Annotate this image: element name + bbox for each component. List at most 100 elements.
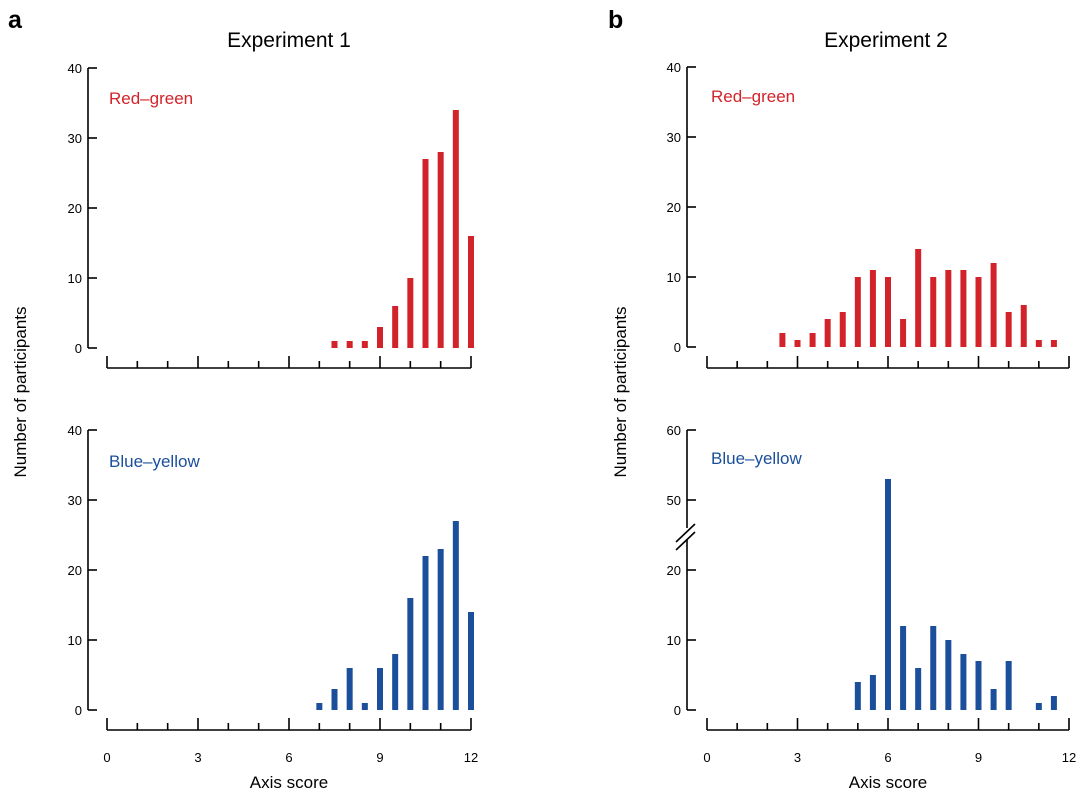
series-label: Red–green	[109, 89, 193, 108]
bar	[346, 668, 353, 710]
bar	[392, 306, 399, 348]
bar	[1020, 305, 1027, 347]
y-tick-label: 30	[68, 493, 82, 508]
bar	[1050, 340, 1057, 347]
bar	[437, 549, 444, 710]
bar	[975, 661, 982, 710]
panel-letter-a: a	[8, 6, 23, 34]
experiment-1-title: Experiment 1	[227, 29, 351, 52]
series-label: Blue–yellow	[711, 449, 802, 468]
bar	[809, 333, 816, 347]
x-axis-title: Axis score	[250, 773, 328, 792]
bar	[794, 340, 801, 347]
y-tick-label: 30	[68, 131, 82, 146]
bar	[331, 689, 338, 710]
y-tick-label: 0	[674, 340, 681, 355]
y-axis-title-a: Number of participants	[11, 306, 30, 477]
bar	[407, 278, 414, 348]
bar	[945, 640, 952, 710]
y-tick-label: 10	[68, 271, 82, 286]
y-tick-label: 0	[75, 703, 82, 718]
bar	[975, 277, 982, 347]
bar	[885, 479, 891, 710]
bar	[869, 675, 876, 710]
bar	[392, 654, 399, 710]
bar	[990, 689, 997, 710]
series-label: Blue–yellow	[109, 452, 200, 471]
y-tick-label: 40	[68, 423, 82, 438]
bar	[779, 333, 786, 347]
x-axis-title: Axis score	[849, 773, 927, 792]
series-label: Red–green	[711, 87, 795, 106]
bar	[361, 703, 368, 710]
bar	[361, 341, 368, 348]
bar	[885, 277, 891, 347]
y-axis-title-b: Number of participants	[611, 306, 630, 477]
bar	[915, 249, 922, 347]
bar	[468, 236, 474, 348]
y-tick-label: 10	[667, 270, 681, 285]
y-tick-label: 0	[75, 341, 82, 356]
bar	[1005, 661, 1012, 710]
bar	[945, 270, 952, 347]
x-tick-label: 6	[884, 750, 891, 765]
bar	[1005, 312, 1012, 347]
y-tick-label: 20	[68, 563, 82, 578]
x-tick-label: 0	[703, 750, 710, 765]
bar	[900, 626, 907, 710]
bar	[437, 152, 444, 348]
bar	[854, 682, 861, 710]
x-tick-label: 9	[975, 750, 982, 765]
bar	[960, 270, 967, 347]
y-tick-label: 0	[674, 703, 681, 718]
bar	[422, 159, 429, 348]
bar	[869, 270, 876, 347]
axis-break-mark	[675, 523, 696, 543]
bar	[468, 612, 474, 710]
bar	[930, 277, 937, 347]
chart-exp2-blue-yellow: 0 10 20 50 60 0 3 6 9 12 Axis score Blue–yellow	[667, 423, 1077, 792]
y-tick-label: 20	[68, 201, 82, 216]
y-tick-label: 50	[667, 493, 681, 508]
chart-exp2-red-green: 0 10 20 30 40 Red–green	[667, 60, 1070, 369]
y-tick-label: 30	[667, 130, 681, 145]
y-tick-label: 10	[68, 633, 82, 648]
bar	[990, 263, 997, 347]
experiment-2-title: Experiment 2	[824, 29, 948, 52]
x-tick-label: 12	[464, 750, 478, 765]
bar	[824, 319, 831, 347]
bar	[377, 668, 383, 710]
y-tick-label: 60	[667, 423, 681, 438]
bar	[422, 556, 429, 710]
bar	[407, 598, 414, 710]
bar	[854, 277, 861, 347]
panel-letter-b: b	[608, 6, 623, 34]
bar	[316, 703, 323, 710]
chart-exp1-red-green: 0 10 20 30 40 Red–green	[68, 61, 474, 369]
y-tick-label: 20	[667, 200, 681, 215]
bar	[930, 626, 937, 710]
bar	[452, 521, 459, 710]
x-tick-label: 3	[794, 750, 801, 765]
bar	[331, 341, 338, 348]
bar	[915, 668, 922, 710]
bar	[1035, 703, 1042, 710]
y-tick-label: 40	[68, 61, 82, 76]
bar	[1035, 340, 1042, 347]
bar	[452, 110, 459, 348]
axis-break-mark	[675, 531, 696, 551]
bar	[346, 341, 353, 348]
bar	[377, 327, 383, 348]
x-tick-label: 12	[1062, 750, 1076, 765]
x-tick-label: 9	[376, 750, 383, 765]
bar	[1050, 696, 1057, 710]
bar	[900, 319, 907, 347]
y-tick-label: 10	[667, 633, 681, 648]
x-tick-label: 6	[285, 750, 292, 765]
x-tick-label: 3	[194, 750, 201, 765]
x-tick-label: 0	[103, 750, 110, 765]
y-tick-label: 40	[667, 60, 681, 75]
chart-exp1-blue-yellow: 0 10 20 30 40 0 3 6 9 12 Axis score Blue–yellow	[68, 423, 479, 792]
bar	[960, 654, 967, 710]
